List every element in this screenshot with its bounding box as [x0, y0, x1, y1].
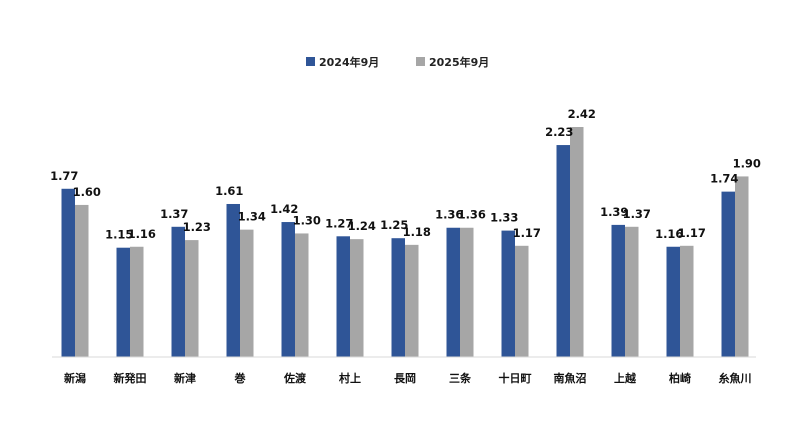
x-tick-label-8: 十日町 [499, 371, 532, 385]
x-tick-label-9: 南魚沼 [554, 371, 587, 385]
bar-s1-3 [226, 203, 240, 357]
bar-s2-8 [515, 245, 529, 357]
bar-s2-6 [405, 244, 419, 357]
data-label-s1-12: 1.74 [710, 172, 738, 186]
data-label-s1-11: 1.16 [655, 227, 683, 241]
bar-s2-12 [735, 176, 749, 357]
data-label-s2-3: 1.34 [238, 210, 266, 224]
data-label-s2-2: 1.23 [183, 220, 211, 234]
legend-label-0: 2024年9月 [319, 55, 379, 69]
data-label-s1-2: 1.37 [160, 207, 188, 221]
data-label-s1-10: 1.39 [600, 205, 628, 219]
data-label-s1-8: 1.33 [490, 211, 518, 225]
bar-s2-1 [130, 246, 144, 357]
bar-s2-3 [240, 229, 254, 357]
data-label-s2-10: 1.37 [623, 207, 651, 221]
legend: 2024年9月 2025年9月 [306, 55, 489, 69]
bar-s1-5 [336, 236, 350, 357]
x-tick-label-2: 新津 [174, 371, 196, 385]
bar-s1-7 [446, 227, 460, 357]
data-label-s2-7: 1.36 [458, 208, 486, 222]
bar-s1-0 [61, 188, 75, 357]
bar-s2-7 [460, 227, 474, 357]
data-label-s1-5: 1.27 [325, 216, 353, 230]
bar-s1-2 [171, 226, 185, 357]
bar-s1-8 [501, 230, 515, 357]
bar-s1-11 [666, 246, 680, 357]
data-label-s2-1: 1.16 [128, 227, 156, 241]
data-label-s1-0: 1.77 [50, 169, 78, 183]
x-tick-label-12: 糸魚川 [719, 371, 752, 385]
bar-s2-5 [350, 239, 364, 357]
x-tick-label-0: 新潟 [64, 371, 86, 385]
bar-s1-4 [281, 222, 295, 357]
x-tick-label-5: 村上 [339, 371, 361, 385]
bar-s1-12 [721, 191, 735, 357]
category-labels: 新潟 新発田 新津 巻 佐渡 村上 長岡 三条 十日町 南魚沼 上越 柏崎 糸魚川 [64, 371, 752, 385]
x-tick-label-1: 新発田 [114, 371, 147, 385]
bar-s1-1 [116, 247, 130, 357]
data-label-s1-3: 1.61 [215, 184, 243, 198]
x-tick-label-4: 佐渡 [283, 371, 307, 385]
value-labels: 1.771.601.151.161.371.231.611.341.421.30… [50, 107, 761, 242]
bar-s1-9 [556, 145, 570, 357]
x-tick-label-6: 長岡 [394, 372, 416, 385]
data-label-s2-4: 1.30 [293, 213, 321, 227]
legend-label-1: 2025年9月 [429, 55, 489, 69]
data-label-s1-4: 1.42 [270, 202, 298, 216]
x-tick-label-10: 上越 [614, 371, 637, 385]
x-tick-label-11: 柏崎 [669, 371, 691, 385]
data-label-s1-7: 1.36 [435, 208, 463, 222]
bar-s2-2 [185, 240, 199, 357]
bar-s2-4 [295, 233, 309, 357]
bar-s1-6 [391, 238, 405, 357]
x-tick-label-7: 三条 [449, 371, 472, 385]
data-label-s2-11: 1.17 [678, 226, 706, 240]
bar-s2-10 [625, 226, 639, 357]
data-label-s2-8: 1.17 [513, 226, 541, 240]
data-label-s2-12: 1.90 [733, 156, 761, 170]
bar-s2-0 [75, 204, 89, 357]
bar-s2-9 [570, 127, 584, 357]
legend-swatch-0 [306, 57, 315, 66]
x-tick-label-3: 巻 [234, 371, 247, 385]
data-label-s2-6: 1.18 [403, 225, 431, 239]
legend-swatch-1 [416, 57, 425, 66]
data-label-s1-9: 2.23 [545, 125, 573, 139]
data-label-s2-0: 1.60 [73, 185, 101, 199]
data-label-s2-9: 2.42 [568, 107, 596, 121]
data-label-s1-6: 1.25 [380, 218, 408, 232]
data-label-s2-5: 1.24 [348, 219, 376, 233]
data-label-s1-1: 1.15 [105, 228, 133, 242]
bars [61, 127, 749, 357]
bar-s2-11 [680, 245, 694, 357]
bar-s1-10 [611, 224, 625, 357]
